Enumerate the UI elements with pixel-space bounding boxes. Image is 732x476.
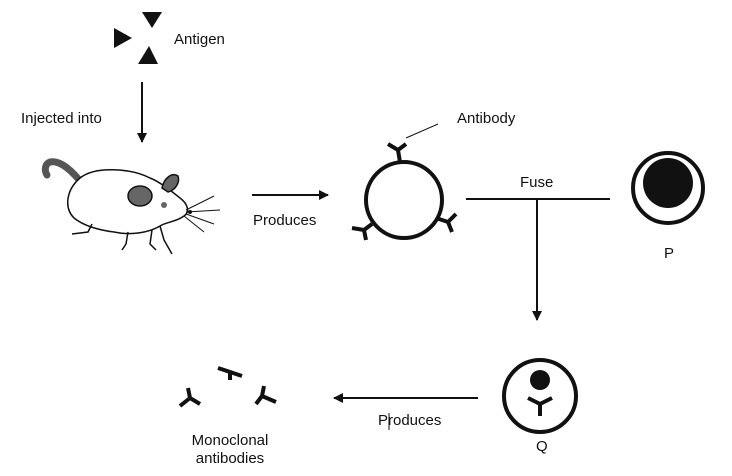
antibody-icon: [386, 142, 408, 163]
antibody-icon: [527, 396, 553, 416]
hybridoma-cell-icon: [502, 358, 578, 434]
q-label: Q: [536, 438, 548, 455]
antibody-label: Antibody: [457, 110, 516, 127]
monoclonal-line2: antibodies: [195, 450, 265, 467]
antibody-icon: [178, 387, 202, 408]
myeloma-cell-icon: [631, 151, 705, 225]
monoclonal-line1: Monoclonal: [191, 432, 269, 449]
antigen-triangles-icon: [114, 12, 162, 64]
antibody-icon: [435, 212, 458, 233]
antibody-leader-line: [405, 123, 439, 139]
antibody-icon: [254, 385, 277, 406]
injected-into-label: Injected into: [21, 110, 102, 127]
antibody-icon: [217, 366, 243, 380]
antigen-label: Antigen: [174, 31, 225, 48]
mouse-icon: [41, 158, 221, 255]
b-cell-icon: [351, 142, 458, 241]
p-label: P: [664, 245, 675, 262]
produces-top-label: Produces: [253, 212, 317, 229]
fuse-label: Fuse: [520, 174, 554, 191]
monoclonal-antibodies-label: Monoclonal antibodies: [170, 432, 290, 468]
produces-bottom-label: Produces: [378, 412, 442, 429]
antibody-icon: [351, 222, 374, 241]
